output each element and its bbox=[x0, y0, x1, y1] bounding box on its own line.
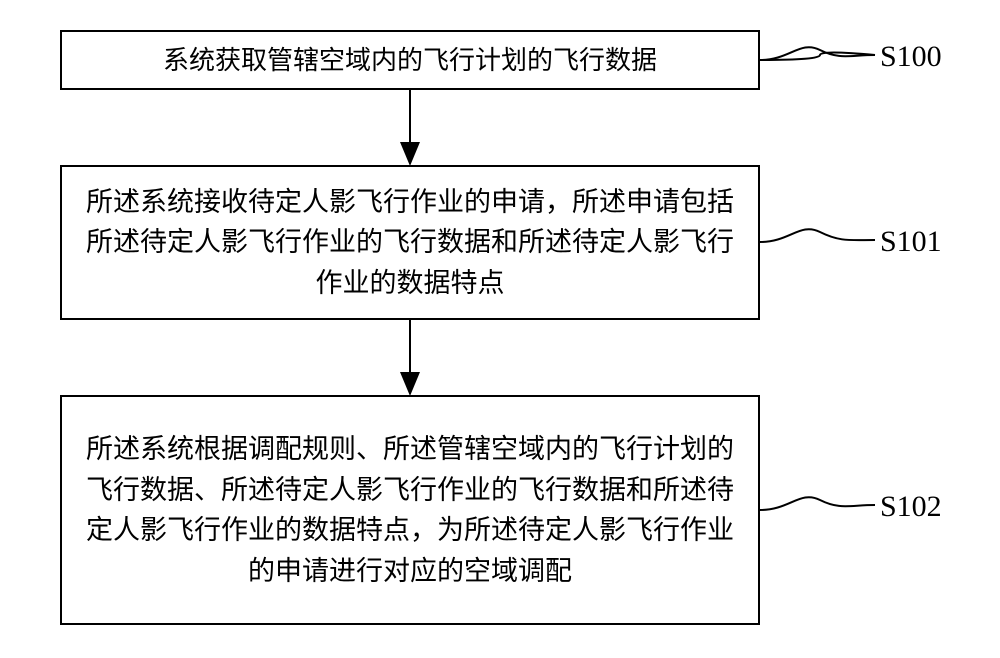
step-label-s100: S100 bbox=[880, 40, 942, 74]
label-connector-3 bbox=[0, 0, 1000, 658]
step-label-s101-text: S101 bbox=[880, 225, 942, 258]
step-label-s102: S102 bbox=[880, 490, 942, 524]
step-label-s101: S101 bbox=[880, 225, 942, 259]
step-label-s102-text: S102 bbox=[880, 490, 942, 523]
flowchart-container: 系统获取管辖空域内的飞行计划的飞行数据 所述系统接收待定人影飞行作业的申请，所述… bbox=[0, 0, 1000, 658]
step-label-s100-text: S100 bbox=[880, 40, 942, 73]
